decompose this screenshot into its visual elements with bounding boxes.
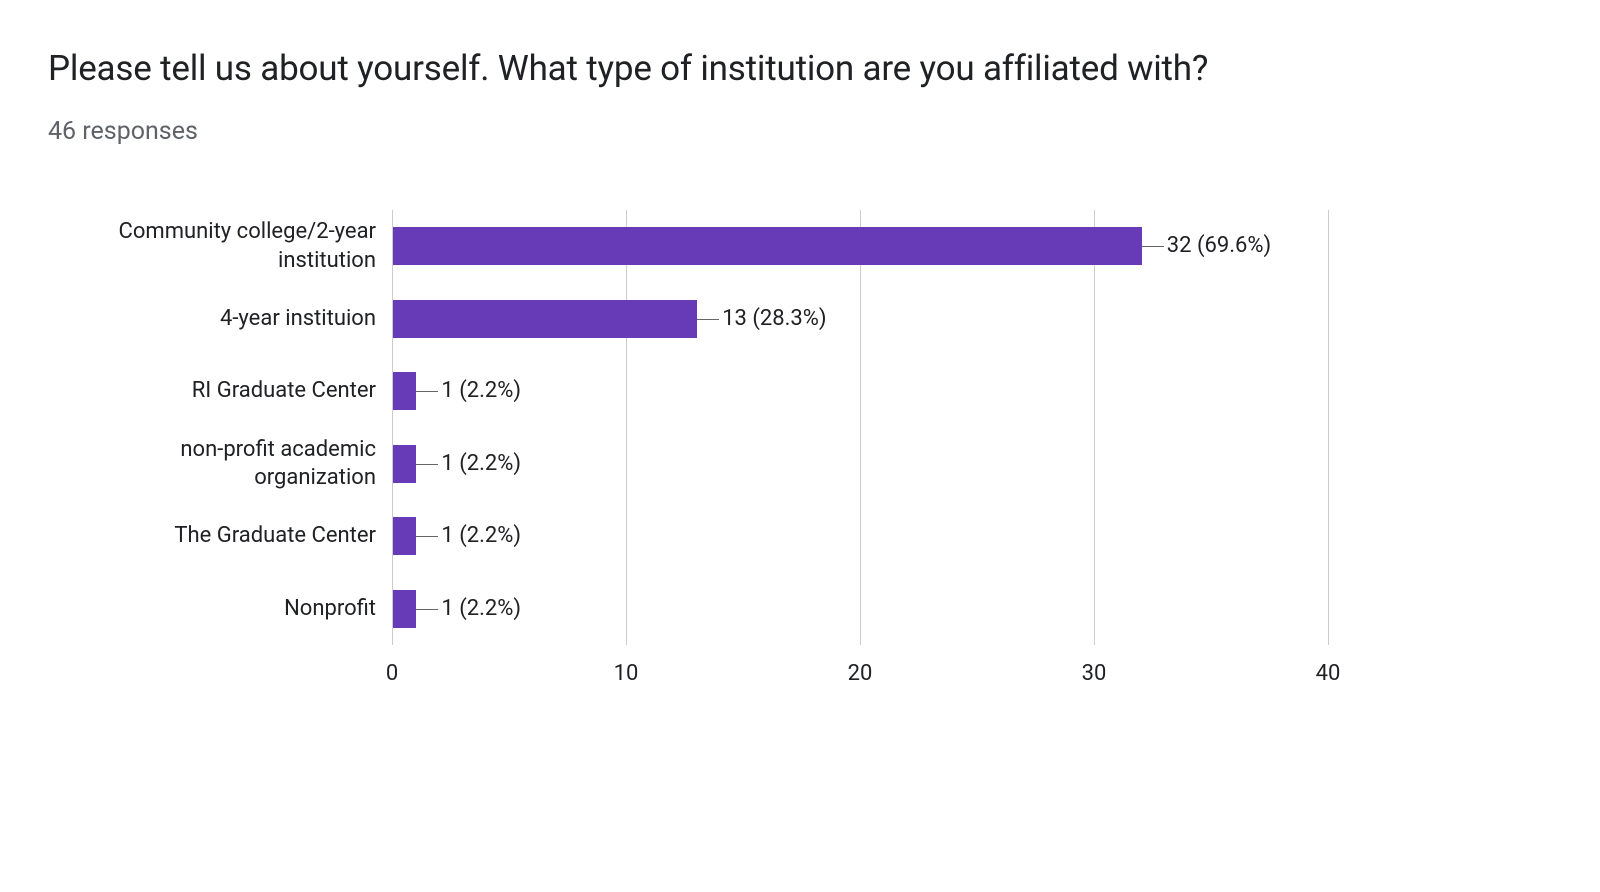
category-label-line: Nonprofit [284,596,376,621]
gridline [1328,210,1329,645]
category-label: non-profit academic organization [56,436,376,493]
x-axis-tick: 10 [614,661,639,686]
category-label-line: institution [278,248,376,273]
data-label: 13 (28.3%) [722,306,826,331]
category-label-line: 4-year instituion [220,306,376,331]
x-axis-tick: 30 [1082,661,1107,686]
leader-line [697,319,719,320]
bar [393,227,1142,265]
bar [393,300,697,338]
data-label: 1 (2.2%) [441,451,521,476]
bar-row: 1 (2.2%) [392,500,1328,573]
data-label: 32 (69.6%) [1167,233,1271,258]
data-label: 1 (2.2%) [441,378,521,403]
leader-line [1142,246,1164,247]
x-axis-tick: 20 [848,661,873,686]
category-label: Nonprofit [56,595,376,624]
bar [393,445,416,483]
bar [393,517,416,555]
bar [393,372,416,410]
x-axis-tick: 0 [386,661,398,686]
data-label: 1 (2.2%) [441,596,521,621]
category-label-line: RI Graduate Center [192,378,376,403]
category-label-line: non-profit academic [180,437,376,462]
chart-title: Please tell us about yourself. What type… [48,48,1552,89]
category-label-line: organization [254,465,376,490]
leader-line [416,464,438,465]
leader-line [416,391,438,392]
data-label: 1 (2.2%) [441,523,521,548]
bar [393,590,416,628]
bar-row: 13 (28.3%) [392,283,1328,356]
bar-row: 32 (69.6%) [392,210,1328,283]
category-label-line: The Graduate Center [174,523,376,548]
category-label: The Graduate Center [56,522,376,551]
plot-area: 32 (69.6%) 13 (28.3%) 1 (2.2%) 1 (2.2%) 1 (2… [392,210,1328,645]
bar-row: 1 (2.2%) [392,428,1328,501]
bar-chart: 32 (69.6%) 13 (28.3%) 1 (2.2%) 1 (2.2%) 1 (2… [68,202,1328,712]
bar-row: 1 (2.2%) [392,355,1328,428]
leader-line [416,609,438,610]
category-label: RI Graduate Center [56,377,376,406]
leader-line [416,536,438,537]
response-count: 46 responses [48,117,1552,146]
category-label: 4-year instituion [56,305,376,334]
category-label-line: Community college/2-year [119,219,376,244]
bar-row: 1 (2.2%) [392,573,1328,646]
x-axis-tick: 40 [1316,661,1341,686]
category-label: Community college/2-year institution [56,218,376,275]
